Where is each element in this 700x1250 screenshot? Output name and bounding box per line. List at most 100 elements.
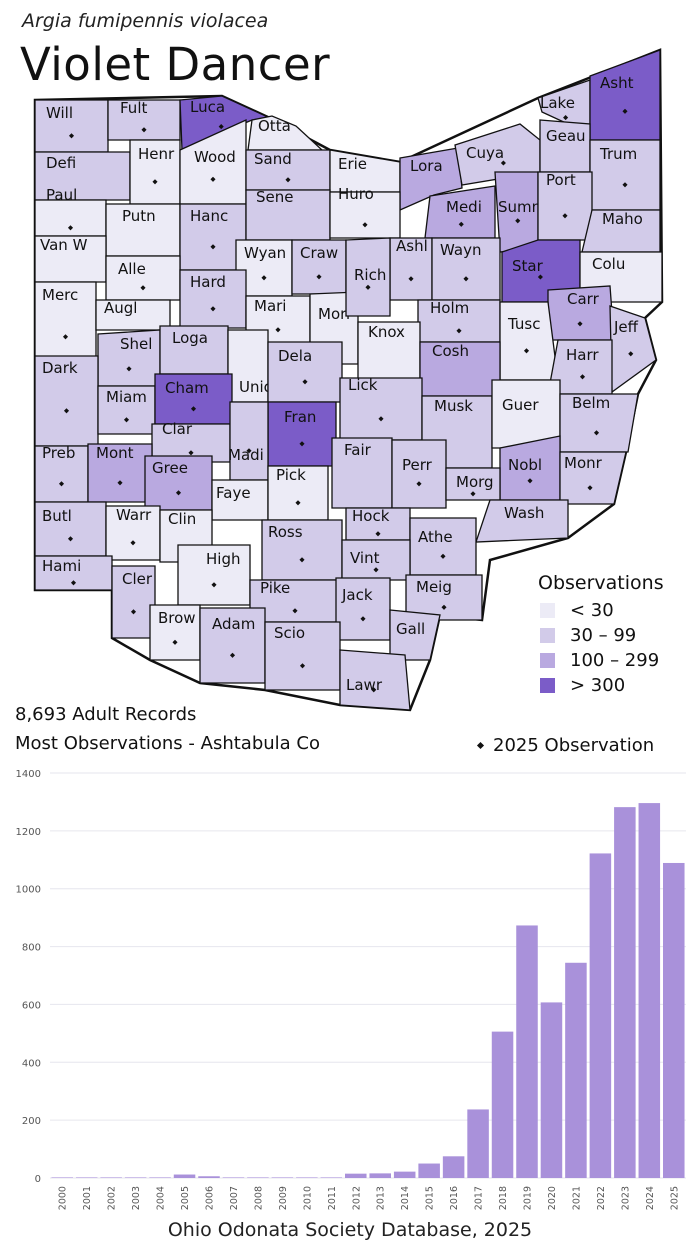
county-label: Scio [274, 624, 305, 642]
county-brow: Brow [149, 604, 201, 661]
x-tick-label: 2009 [278, 1186, 289, 1210]
bar-2016 [442, 1156, 465, 1178]
county-label: Pike [260, 579, 290, 597]
county-label: Cosh [432, 342, 469, 360]
observation-2025-dot [470, 491, 476, 497]
county-nobl: Nobl [499, 435, 561, 501]
x-tick-label: 2007 [229, 1186, 240, 1210]
x-tick-label: 2019 [523, 1186, 534, 1210]
county-label: Holm [430, 299, 469, 317]
county-shape [559, 451, 627, 505]
county-shape [499, 301, 559, 381]
county-label: Mari [254, 297, 286, 315]
county-fran: Fran [267, 401, 337, 467]
x-tick-label: 2013 [376, 1186, 387, 1210]
county-label: Erie [338, 155, 367, 173]
observation-2025-dot [458, 221, 464, 227]
bar-2024 [638, 803, 661, 1178]
county-label: Luca [190, 98, 225, 116]
legend-label: 100 – 299 [570, 650, 660, 671]
county-label: Ashl [396, 237, 428, 255]
county-label: Jack [341, 586, 373, 604]
y-tick-label: 1400 [16, 769, 41, 780]
county-label: Merc [42, 286, 78, 304]
county-wyan: Wyan [235, 239, 293, 297]
legend-swatch [540, 603, 555, 618]
county-label: Faye [216, 484, 251, 502]
bar-2008 [247, 1177, 269, 1178]
county-wood: Wood [179, 118, 247, 205]
observation-2025-dot [246, 448, 252, 454]
county-label: Knox [368, 323, 405, 341]
bar-2012 [345, 1173, 367, 1178]
county-putn: Putn [105, 203, 181, 257]
county-will: Will [34, 99, 109, 153]
county-belm: Belm [559, 393, 639, 453]
county-label: Belm [572, 394, 610, 412]
observation-2025-label: 2025 Observation [493, 735, 655, 756]
observation-2025-dot [579, 374, 586, 380]
county-label: Sene [256, 188, 294, 206]
observation-2025-dot [175, 490, 182, 496]
bar-2002 [100, 1177, 122, 1178]
observation-2025-dot [316, 274, 322, 280]
county-label: Clin [168, 510, 196, 528]
county-label: Colu [592, 255, 625, 273]
county-cler: Cler [111, 565, 156, 639]
county-label: Augl [104, 299, 137, 317]
county-pick: Pick [267, 465, 329, 521]
bar-2018 [491, 1031, 514, 1178]
legend-swatch [540, 653, 555, 668]
county-hard: Hard [179, 269, 247, 329]
y-tick-label: 200 [22, 1116, 41, 1127]
county-gree: Gree [144, 455, 213, 511]
legend-label: > 300 [570, 675, 626, 696]
observation-2025-dot [210, 306, 216, 312]
legend-item: 30 – 99 [538, 623, 688, 648]
county-sand: Sand [245, 149, 331, 191]
x-tick-label: 2017 [474, 1186, 485, 1210]
observation-2025-dot [295, 500, 301, 506]
county-dela: Dela [267, 341, 343, 403]
observation-2025-dot [593, 430, 600, 436]
ohio-county-map: Will Fult Luca Otta Lake Asht Defi Henr Wood Sand… [33, 48, 664, 712]
county-shape [559, 393, 639, 453]
county-perr: Perr [391, 439, 447, 509]
x-tick-label: 2018 [498, 1186, 509, 1210]
observation-2025-dot [152, 179, 158, 185]
observation-2025-dot [302, 379, 308, 385]
county-shel: Shel [97, 329, 161, 387]
x-tick-label: 2001 [82, 1186, 93, 1210]
county-lick: Lick [339, 376, 423, 441]
county-sene: Sene [245, 188, 331, 241]
county-label: Paul [46, 186, 77, 204]
county-label: Star [512, 257, 544, 275]
x-tick-label: 2000 [58, 1186, 69, 1210]
county-label: Ross [268, 523, 303, 541]
county-guer: Guer [491, 379, 561, 449]
bar-2005 [173, 1174, 196, 1178]
x-tick-label: 2023 [620, 1186, 631, 1210]
county-ashl: Ashl [389, 237, 433, 301]
county-vint: Vint [341, 539, 411, 581]
x-tick-label: 2004 [156, 1186, 167, 1210]
x-tick-label: 2008 [253, 1186, 264, 1210]
observation-2025-dot [141, 127, 147, 133]
county-medi: Medi [424, 185, 496, 239]
county-label: Guer [502, 396, 539, 414]
observation-2025-dot [210, 244, 216, 250]
county-cham: Cham [154, 373, 233, 425]
county-trum: Trum [589, 139, 661, 211]
observation-2025-dot [523, 348, 530, 354]
county-label: Clar [162, 420, 193, 438]
county-label: Nobl [508, 456, 542, 474]
observation-2025-dot [218, 124, 224, 130]
legend-item: > 300 [538, 673, 688, 698]
county-label: Dela [278, 347, 312, 365]
y-tick-label: 1000 [16, 885, 41, 896]
county-label: Lora [410, 157, 443, 175]
county-faye: Faye [211, 479, 269, 521]
county-label: Fair [344, 441, 372, 459]
county-rich: Rich [345, 237, 391, 317]
x-tick-label: 2002 [107, 1186, 118, 1210]
